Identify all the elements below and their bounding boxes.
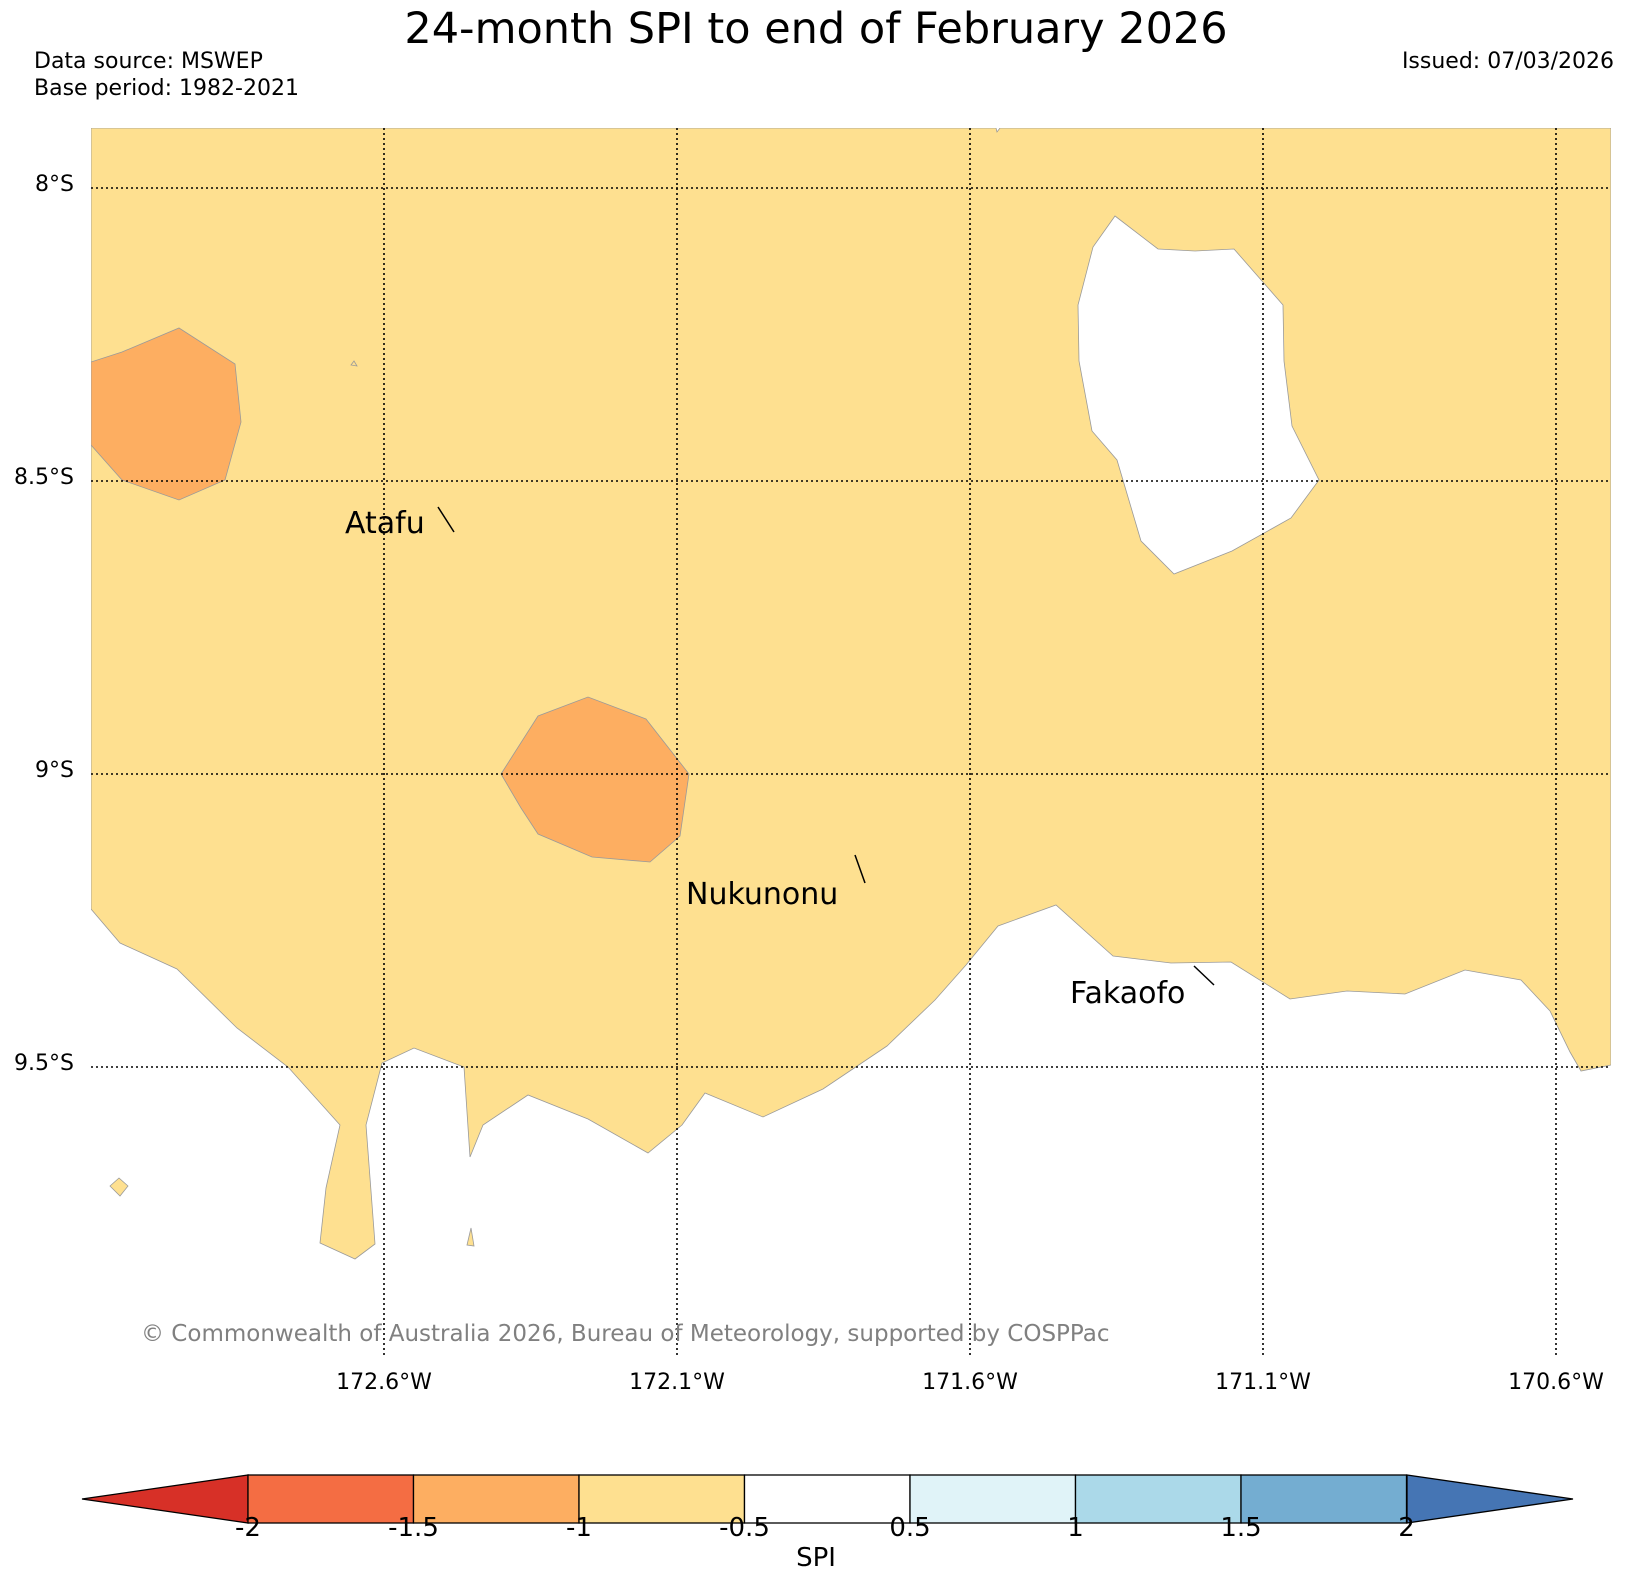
colorbar-tick: 1: [1067, 1513, 1084, 1543]
colorbar-tick: 2: [1398, 1513, 1415, 1543]
lon-label-171-1w: 171.1°W: [1215, 1370, 1311, 1395]
leader-fakaofo: [1193, 965, 1215, 986]
graticule: [91, 128, 1611, 1355]
colorbar-tick: 1.5: [1220, 1513, 1262, 1543]
lat-label-8s: 8°S: [35, 172, 74, 197]
spi-speck-1: [109, 1177, 129, 1197]
spi-speck-2: [466, 1227, 475, 1247]
place-label-atafu: Atafu: [345, 506, 425, 541]
colorbar-tick: -2: [235, 1513, 261, 1543]
lat-label-9s: 9°S: [35, 758, 74, 783]
spi-speck-3: [350, 360, 358, 367]
lat-label-8-5s: 8.5°S: [14, 465, 74, 490]
spi-region-dry-west: [91, 327, 242, 501]
copyright-credit: © Commonwealth of Australia 2026, Bureau…: [141, 1321, 1110, 1347]
spi-region-near-normal: [1077, 215, 1320, 575]
colorbar: [81, 1474, 1574, 1524]
place-label-fakaofo: Fakaofo: [1070, 976, 1186, 1011]
issued-date: Issued: 07/03/2026: [1401, 49, 1614, 74]
colorbar-tick: 0.5: [889, 1513, 931, 1543]
metadata-left: Data source: MSWEP Base period: 1982-202…: [34, 48, 299, 102]
colorbar-title: SPI: [796, 1543, 836, 1573]
colorbar-tick: -0.5: [719, 1513, 770, 1543]
leader-atafu: [437, 506, 455, 533]
data-source-text: Data source: MSWEP: [34, 49, 263, 74]
spi-region-dry-central: [500, 696, 690, 863]
colorbar-tick: -1.5: [388, 1513, 439, 1543]
lat-label-9-5s: 9.5°S: [14, 1051, 74, 1076]
leader-nukunonu: [854, 854, 866, 884]
lon-label-171-6w: 171.6°W: [922, 1370, 1018, 1395]
colorbar-extend-high: [1406, 1474, 1574, 1524]
lon-label-172-6w: 172.6°W: [336, 1370, 432, 1395]
lon-label-172-1w: 172.1°W: [629, 1370, 725, 1395]
base-period-text: Base period: 1982-2021: [34, 76, 299, 101]
place-label-nukunonu: Nukunonu: [686, 877, 839, 912]
lon-label-170-6w: 170.6°W: [1508, 1370, 1604, 1395]
place-leaders: [437, 506, 1215, 986]
map-title: 24-month SPI to end of February 2026: [404, 4, 1228, 54]
colorbar-tick: -1: [566, 1513, 592, 1543]
